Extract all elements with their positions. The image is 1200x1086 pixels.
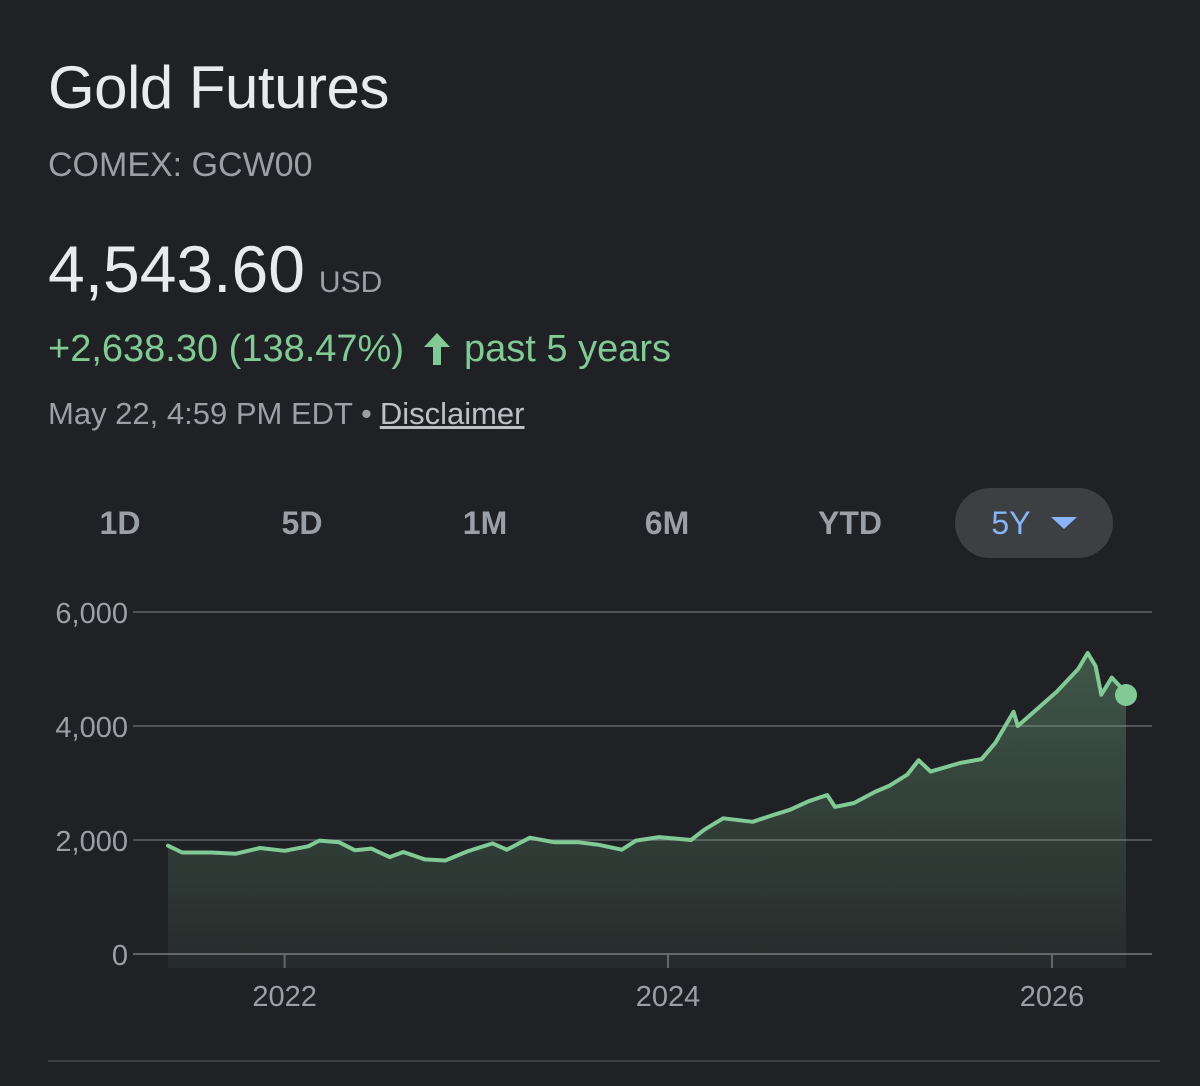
y-tick-label: 6,000 [55,598,128,630]
x-tick-label: 2026 [1020,981,1085,1013]
x-tick-label: 2022 [252,981,317,1013]
x-tick-label: 2024 [636,981,701,1013]
currency-label: USD [318,266,383,299]
y-tick-label: 0 [112,940,128,972]
y-tick-label: 4,000 [55,712,128,744]
change-value: +2,638.30 (138.47%) [48,328,404,370]
tab-5y[interactable]: 5Y [955,488,1113,558]
price-line [166,651,1128,863]
timestamp-row: May 22, 4:59 PM EDT • Disclaimer [48,398,525,429]
chart-svg: 6,000 4,000 2,000 0 2022 2024 2026 [55,598,1152,1013]
price-chart[interactable]: 6,000 4,000 2,000 0 2022 2024 2026 [0,580,1200,1030]
chevron-down-icon [1050,517,1077,529]
range-tabs: 1D 5D 1M 6M YTD 5Y [40,488,1140,560]
tab-label: 6M [644,504,690,541]
tab-label: 5Y [991,504,1031,541]
tab-1m[interactable]: 1M [425,488,545,558]
change-period: past 5 years [464,328,671,370]
tab-label: 5D [281,504,323,541]
tab-ytd[interactable]: YTD [790,488,910,558]
ticker-symbol: COMEX: GCW00 [48,146,313,184]
tab-label: 1M [462,504,508,541]
price-row: 4,543.60 USD [48,236,382,302]
bottom-divider [48,1060,1160,1062]
area-fill [168,653,1126,968]
disclaimer-link[interactable]: Disclaimer [379,396,525,431]
page-title: Gold Futures [48,54,389,121]
tab-label: 1D [99,504,141,541]
arrow-up-icon [424,333,450,365]
tab-6m[interactable]: 6M [607,488,727,558]
y-tick-label: 2,000 [55,826,128,858]
current-price: 4,543.60 [48,232,305,306]
last-price-dot [1115,684,1138,707]
tab-label: YTD [818,504,882,541]
price-change: +2,638.30 (138.47%) past 5 years [48,330,671,368]
tab-1d[interactable]: 1D [60,488,180,558]
timestamp: May 22, 4:59 PM EDT [48,396,353,431]
tab-5d[interactable]: 5D [242,488,362,558]
separator-dot: • [360,396,372,431]
